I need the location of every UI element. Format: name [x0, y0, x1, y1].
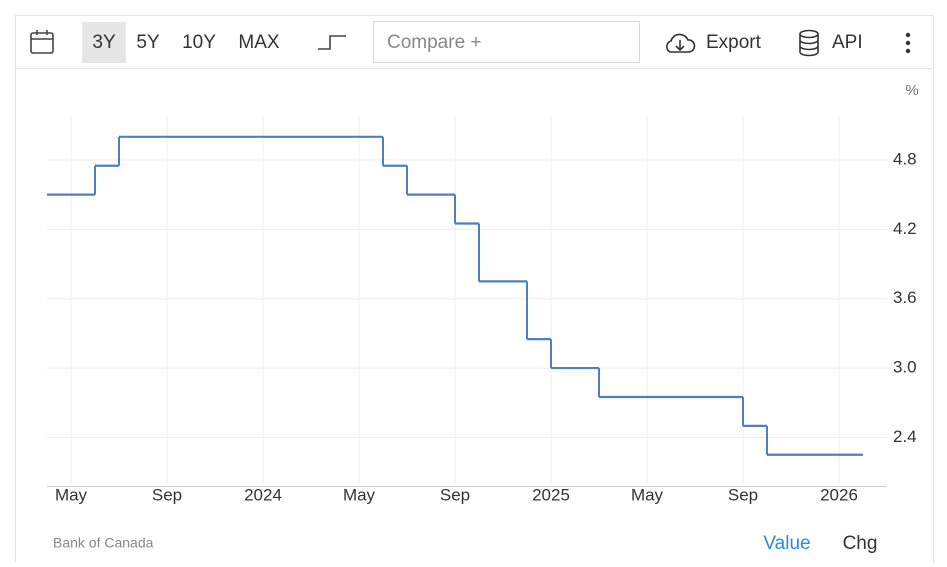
- range-selected-bg: [82, 22, 126, 63]
- y-tick-label: 3.6: [893, 288, 917, 307]
- footer-tab[interactable]: Chg: [843, 533, 878, 554]
- frame: [15, 15, 934, 567]
- export-icon[interactable]: [666, 33, 696, 53]
- compare-placeholder[interactable]: Compare +: [387, 32, 482, 53]
- x-tick-label: May: [343, 485, 376, 504]
- more-menu[interactable]: [905, 32, 911, 54]
- x-tick-label: Sep: [440, 485, 470, 504]
- range-button[interactable]: 10Y: [182, 32, 216, 53]
- step-icon[interactable]: [318, 35, 346, 50]
- x-tick-label: 2024: [244, 485, 282, 504]
- range-button[interactable]: 5Y: [136, 32, 160, 53]
- range-button[interactable]: MAX: [238, 32, 280, 53]
- y-tick-label: 4.8: [893, 149, 917, 168]
- y-unit: %: [905, 82, 918, 99]
- x-tick-label: May: [631, 485, 664, 504]
- y-tick-label: 2.4: [893, 427, 917, 446]
- x-tick-label: Sep: [728, 485, 758, 504]
- x-tick-label: Sep: [152, 485, 182, 504]
- api-button[interactable]: API: [832, 32, 863, 53]
- x-tick-label: 2026: [820, 485, 858, 504]
- x-tick-label: May: [55, 485, 88, 504]
- footer-tab[interactable]: Value: [763, 533, 810, 554]
- export-button[interactable]: Export: [706, 32, 762, 53]
- compare-input[interactable]: [373, 21, 640, 63]
- x-tick-label: 2025: [532, 485, 570, 504]
- y-tick-label: 4.2: [893, 219, 917, 238]
- range-button[interactable]: 3Y: [92, 32, 116, 53]
- api-icon[interactable]: [799, 29, 819, 57]
- calendar-icon[interactable]: [30, 30, 54, 54]
- source-label: Bank of Canada: [53, 535, 154, 551]
- y-tick-label: 3.0: [893, 358, 917, 377]
